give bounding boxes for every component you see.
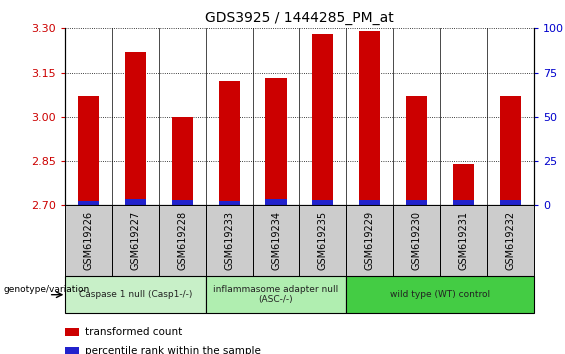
FancyBboxPatch shape <box>253 205 299 276</box>
FancyBboxPatch shape <box>206 205 253 276</box>
Text: GSM619229: GSM619229 <box>365 211 375 270</box>
Bar <box>172 200 193 205</box>
Text: inflammasome adapter null
(ASC-/-): inflammasome adapter null (ASC-/-) <box>214 285 338 304</box>
Bar <box>65 328 79 336</box>
Bar <box>125 52 146 205</box>
Bar <box>219 201 240 205</box>
Bar <box>65 347 79 354</box>
FancyBboxPatch shape <box>299 205 346 276</box>
Bar <box>359 31 380 205</box>
Text: GSM619228: GSM619228 <box>177 211 187 270</box>
Bar <box>219 81 240 205</box>
Bar <box>78 96 99 205</box>
Text: wild type (WT) control: wild type (WT) control <box>390 290 490 299</box>
FancyBboxPatch shape <box>346 205 393 276</box>
Bar <box>500 96 521 205</box>
FancyBboxPatch shape <box>112 205 159 276</box>
FancyBboxPatch shape <box>440 205 487 276</box>
Text: GSM619226: GSM619226 <box>84 211 93 270</box>
Bar <box>172 117 193 205</box>
Text: transformed count: transformed count <box>85 327 182 337</box>
FancyBboxPatch shape <box>487 205 534 276</box>
FancyBboxPatch shape <box>65 276 206 313</box>
Bar <box>266 79 286 205</box>
Bar <box>406 96 427 205</box>
Bar <box>453 164 474 205</box>
Text: GSM619232: GSM619232 <box>506 211 515 270</box>
Bar <box>406 200 427 205</box>
Text: GSM619227: GSM619227 <box>131 211 140 270</box>
Title: GDS3925 / 1444285_PM_at: GDS3925 / 1444285_PM_at <box>205 11 394 24</box>
Bar <box>359 200 380 205</box>
Bar <box>312 34 333 205</box>
Text: GSM619233: GSM619233 <box>224 211 234 270</box>
Bar <box>125 199 146 205</box>
Text: genotype/variation: genotype/variation <box>3 285 89 293</box>
Bar <box>312 200 333 205</box>
Text: percentile rank within the sample: percentile rank within the sample <box>85 346 260 354</box>
FancyBboxPatch shape <box>206 276 346 313</box>
Text: GSM619234: GSM619234 <box>271 211 281 270</box>
Text: Caspase 1 null (Casp1-/-): Caspase 1 null (Casp1-/-) <box>79 290 192 299</box>
Bar <box>453 200 474 205</box>
Text: GSM619230: GSM619230 <box>412 211 421 270</box>
Text: GSM619235: GSM619235 <box>318 211 328 270</box>
FancyBboxPatch shape <box>65 205 112 276</box>
FancyBboxPatch shape <box>159 205 206 276</box>
Text: GSM619231: GSM619231 <box>459 211 468 270</box>
Bar <box>78 201 99 205</box>
FancyBboxPatch shape <box>393 205 440 276</box>
Bar <box>266 199 286 205</box>
Bar <box>500 200 521 205</box>
FancyBboxPatch shape <box>346 276 534 313</box>
